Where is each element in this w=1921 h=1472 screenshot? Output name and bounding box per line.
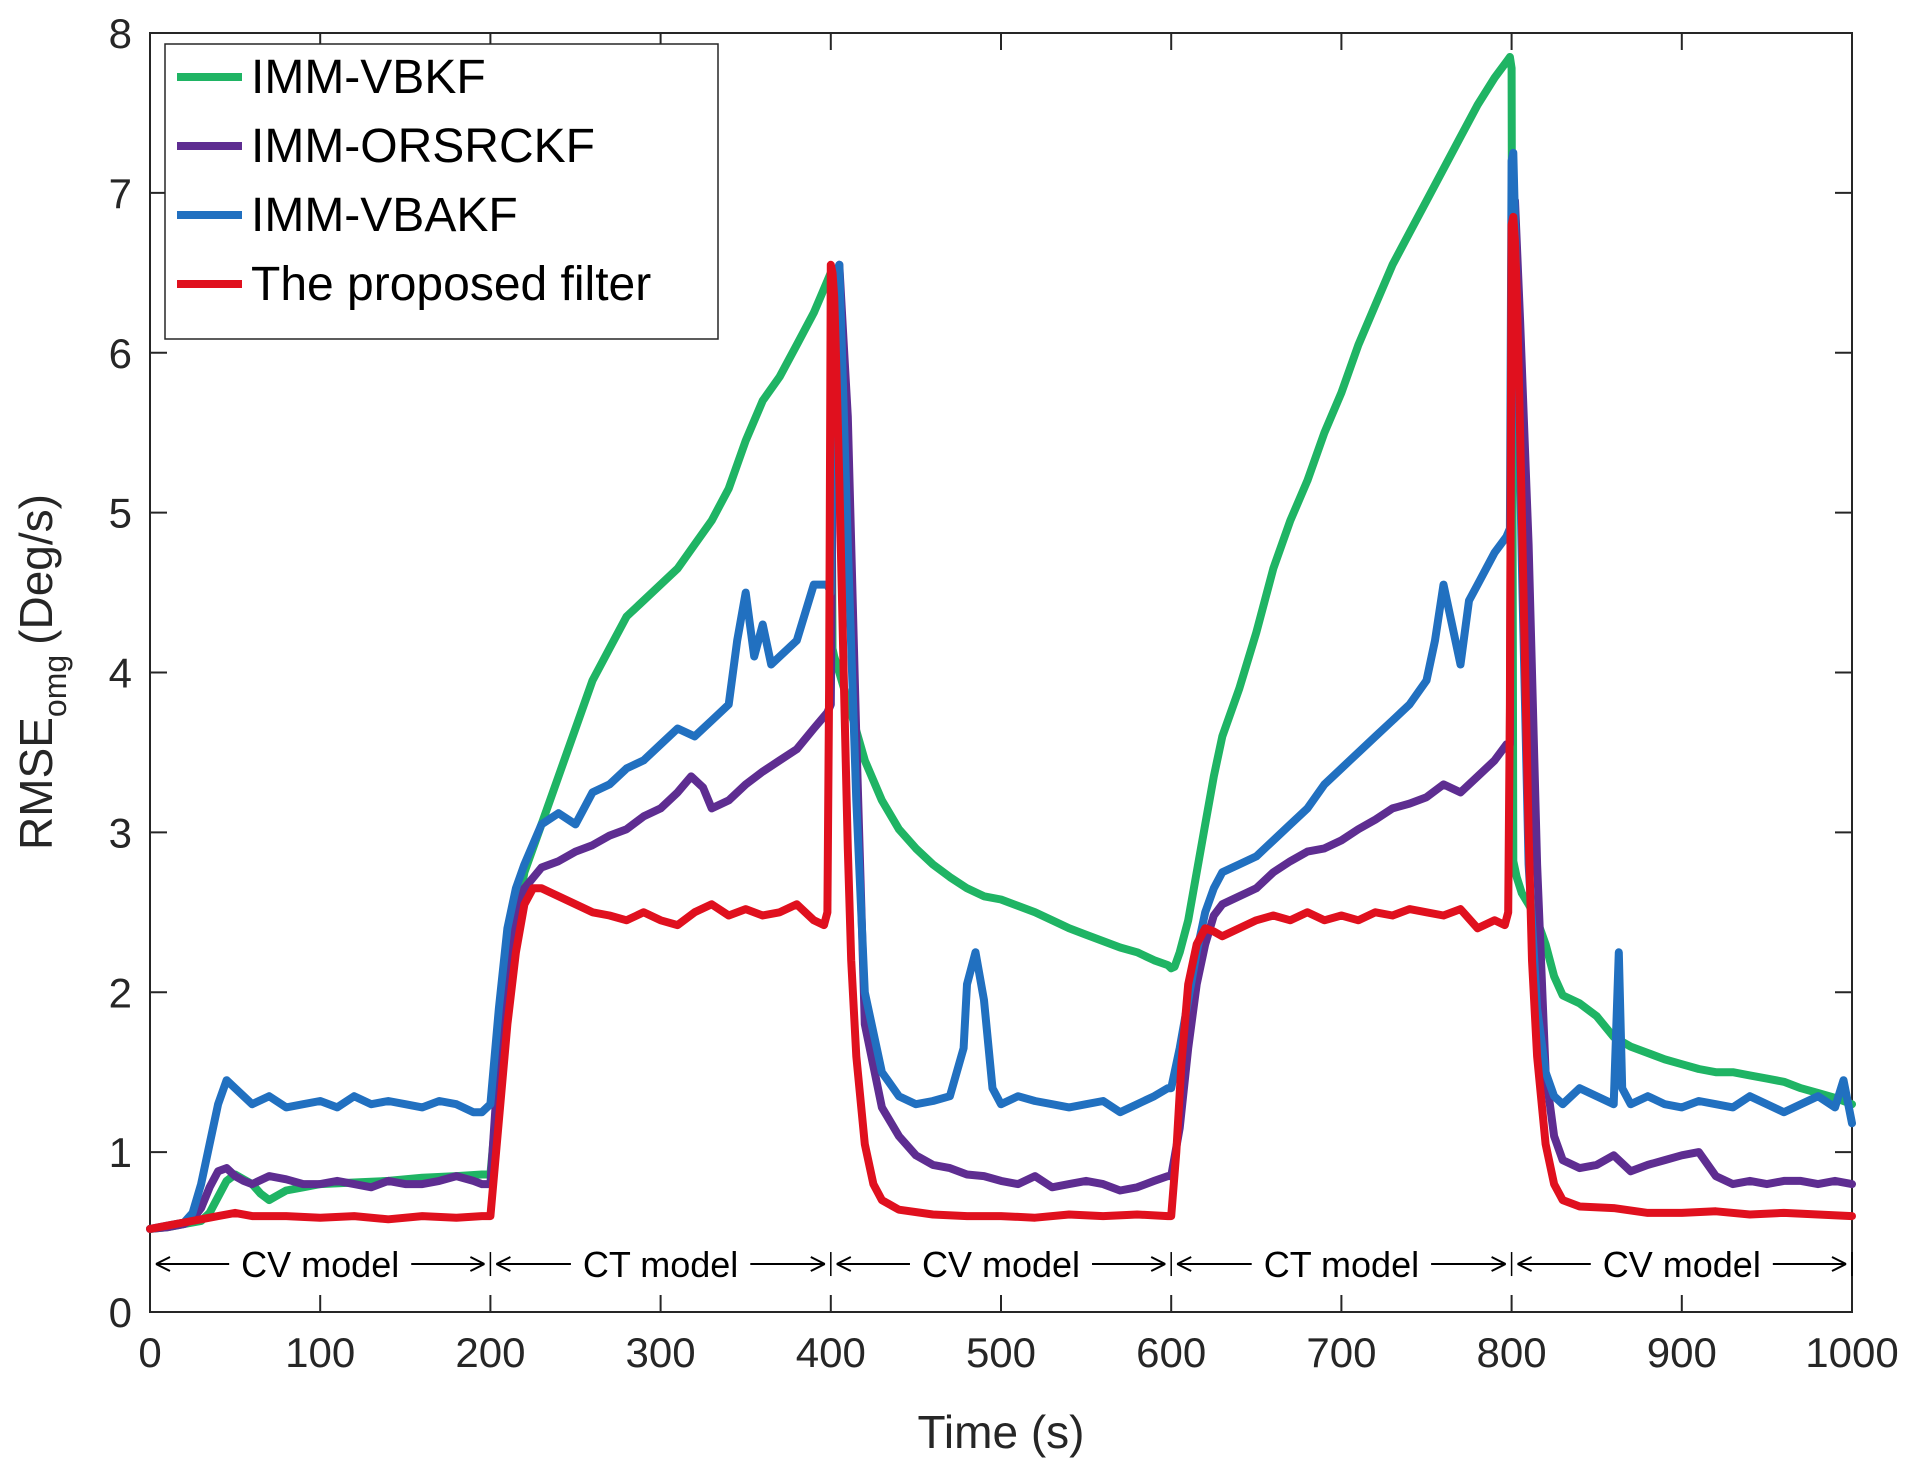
model-annotation-label: CV model (1603, 1244, 1761, 1285)
y-tick-label: 8 (109, 10, 132, 57)
legend-label: The proposed filter (251, 258, 651, 311)
axis-ticks: 0 100 200 300 400 500 600 700 800 900 1000 0 1 2 3 4 5 6 7… (109, 10, 1899, 1376)
model-annotation-label: CT model (1264, 1244, 1419, 1285)
y-tick-label: 1 (109, 1129, 132, 1176)
y-axis-title-main: RMSE (10, 717, 62, 850)
x-tick-label: 100 (285, 1329, 355, 1376)
annotation-arrowhead-right (810, 1256, 826, 1272)
x-tick-label: 400 (796, 1329, 866, 1376)
y-tick-label: 6 (109, 330, 132, 377)
x-tick-label: 1000 (1805, 1329, 1898, 1376)
model-annotations: CV model CT model CV model CT model CV model (155, 1244, 1853, 1285)
y-axis-title: RMSEomg (Deg/s) (10, 494, 73, 850)
x-tick-label: 200 (455, 1329, 525, 1376)
annotation-arrowhead-right (469, 1256, 485, 1272)
legend: IMM-VBKF IMM-ORSRCKF IMM-VBAKF The proposed… (164, 43, 719, 340)
legend-label: IMM-VBAKF (251, 189, 518, 242)
y-tick-label: 0 (109, 1289, 132, 1336)
annotation-arrowhead-right (1491, 1256, 1507, 1272)
legend-box (164, 43, 719, 340)
x-tick-label: 0 (138, 1329, 161, 1376)
x-axis-title: Time (s) (918, 1406, 1085, 1458)
legend-label: IMM-ORSRCKF (251, 120, 595, 173)
x-tick-label: 900 (1647, 1329, 1717, 1376)
annotation-arrowhead-left (1176, 1256, 1192, 1272)
annotation-arrowhead-right (1831, 1256, 1847, 1272)
model-annotation-label: CV model (241, 1244, 399, 1285)
x-tick-label: 700 (1306, 1329, 1376, 1376)
annotation-arrowhead-left (155, 1256, 171, 1272)
x-tick-label: 500 (966, 1329, 1036, 1376)
annotation-arrowhead-left (836, 1256, 852, 1272)
series-line-imm-vbakf (146, 148, 1856, 1233)
model-annotation-label: CV model (922, 1244, 1080, 1285)
legend-label: IMM-VBKF (251, 51, 486, 104)
x-tick-label: 600 (1136, 1329, 1206, 1376)
y-axis-title-subscript: omg (37, 655, 73, 717)
model-annotation-label: CT model (583, 1244, 738, 1285)
x-tick-label: 300 (626, 1329, 696, 1376)
annotation-arrowhead-left (495, 1256, 511, 1272)
series-group (146, 53, 1856, 1233)
series-line-the-proposed-filter (146, 212, 1856, 1233)
y-tick-label: 2 (109, 969, 132, 1016)
y-tick-label: 3 (109, 809, 132, 856)
y-tick-label: 7 (109, 170, 132, 217)
x-tick-label: 800 (1477, 1329, 1547, 1376)
annotation-arrowhead-left (1517, 1256, 1533, 1272)
y-tick-label: 4 (109, 650, 132, 697)
y-axis-title-unit: (Deg/s) (10, 494, 62, 645)
series-line-imm-orsrckf (146, 196, 1856, 1233)
y-tick-label: 5 (109, 490, 132, 537)
annotation-arrowhead-right (1150, 1256, 1166, 1272)
